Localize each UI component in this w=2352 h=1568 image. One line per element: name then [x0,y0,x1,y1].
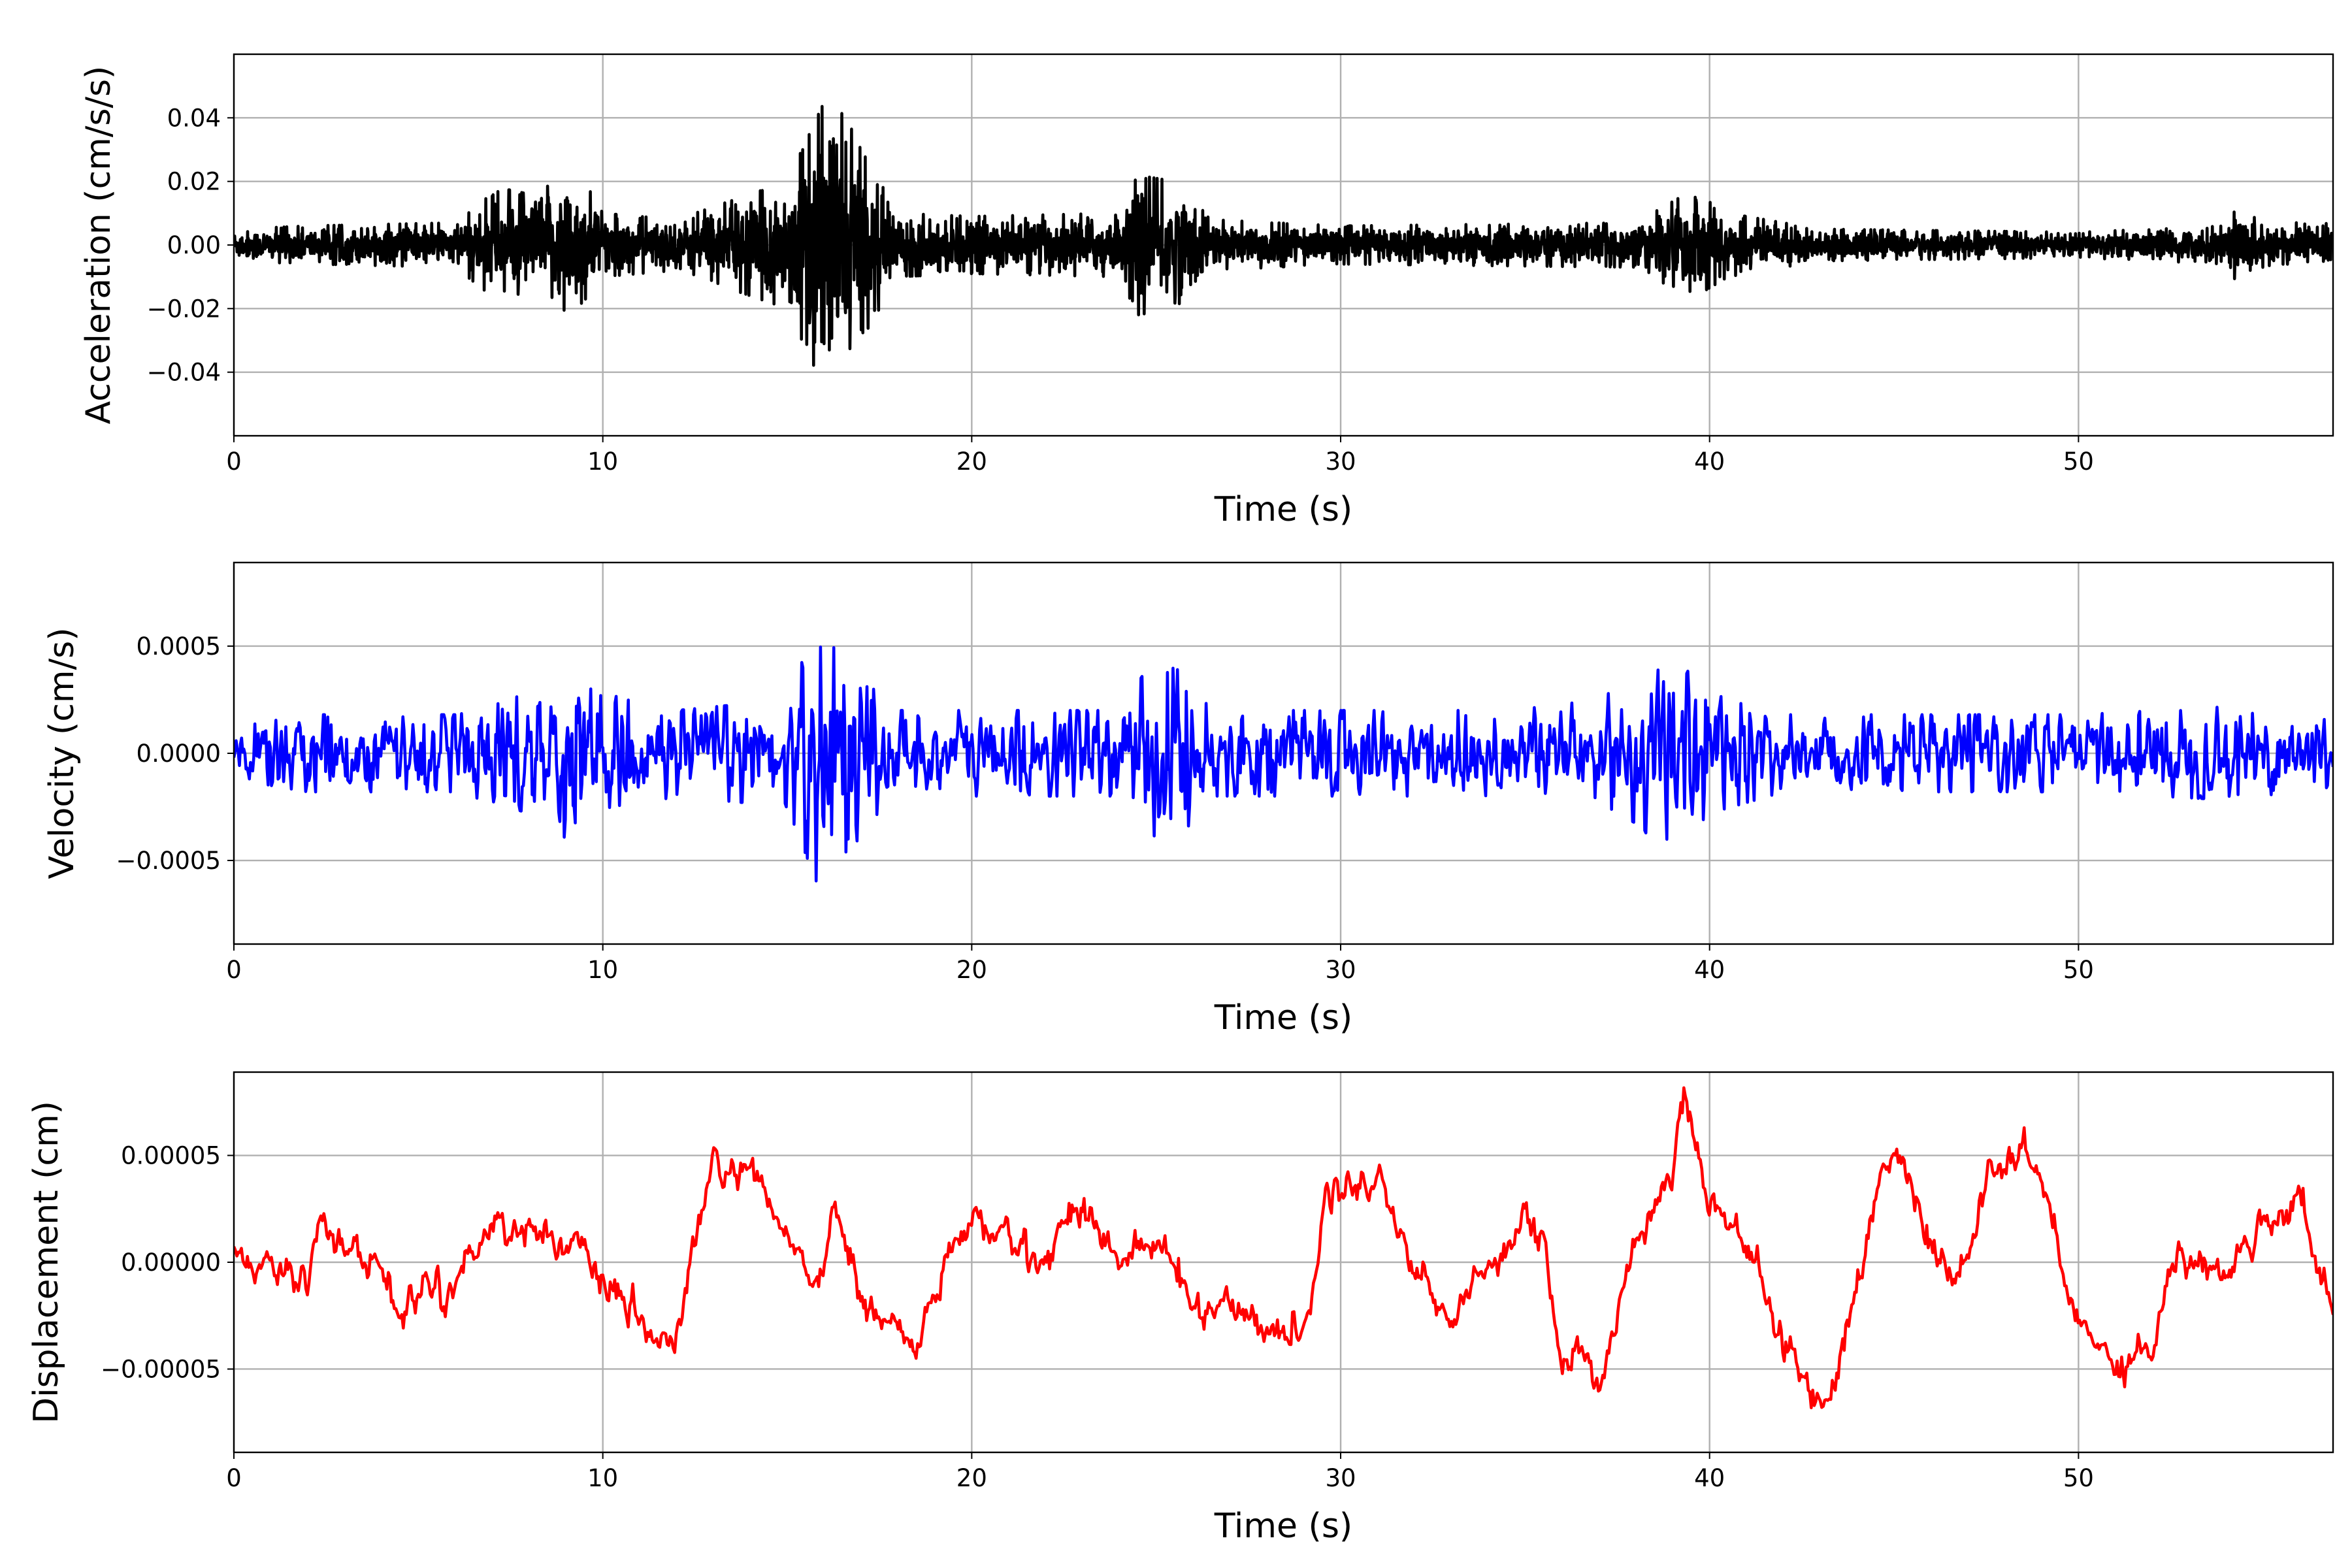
y-tick-label: −0.0005 [116,847,221,875]
x-tick-label: 20 [956,1464,987,1492]
y-tick-label: 0.0005 [137,632,221,661]
axes-frame [233,53,2334,437]
x-tick-label: 30 [1325,448,1356,476]
y-tick-label: −0.00005 [101,1355,221,1383]
acceleration-series-line [234,105,2333,367]
panel-velocity: 0 10 20 30 40 50 −0.0005 0.0000 0.0005 Time (s) Ve… [42,561,2334,1037]
x-axis-label: Time (s) [1214,490,1352,529]
x-axis-label: Time (s) [1214,998,1352,1037]
x-tick-label: 40 [1694,1464,1725,1492]
x-tick-label: 50 [2063,956,2094,984]
x-tick-label: 50 [2063,1464,2094,1492]
x-axis-label: Time (s) [1214,1507,1352,1546]
x-tick-label: 0 [226,956,242,984]
displacement-series-line [234,1086,2333,1409]
x-tick-label: 20 [956,448,987,476]
y-tick-label: 0.04 [167,104,221,132]
y-tick-label: 0.0000 [137,740,221,768]
x-tick-label: 20 [956,956,987,984]
x-tick-label: 10 [587,1464,618,1492]
y-tick-label: 0.00000 [121,1249,221,1277]
panel-displacement: 0 10 20 30 40 50 −0.00005 0.00000 0.00005 Time (s… [27,1071,2334,1546]
x-tick-label: 10 [587,956,618,984]
axes-frame [233,1071,2334,1454]
axes-frame [233,561,2334,945]
y-tick-label: 0.00 [167,231,221,259]
y-tick-label: −0.04 [147,359,221,387]
y-tick-label: 0.00005 [121,1142,221,1170]
y-axis-label: Velocity (cm/s) [42,628,82,879]
x-tick-label: 10 [587,448,618,476]
y-axis-label: Acceleration (cm/s/s) [79,66,118,425]
velocity-series-line [234,645,2333,883]
x-tick-label: 30 [1325,956,1356,984]
x-tick-label: 0 [226,1464,242,1492]
x-tick-label: 50 [2063,448,2094,476]
y-tick-label: −0.02 [147,295,221,323]
x-tick-label: 40 [1694,448,1725,476]
x-tick-label: 0 [226,448,242,476]
y-tick-label: 0.02 [167,168,221,196]
y-axis-label: Displacement (cm) [27,1101,66,1424]
x-tick-label: 30 [1325,1464,1356,1492]
x-tick-label: 40 [1694,956,1725,984]
panel-acceleration: 0 10 20 30 40 50 −0.04 −0.02 0.00 0.02 0.04 Time (s… [79,53,2334,529]
